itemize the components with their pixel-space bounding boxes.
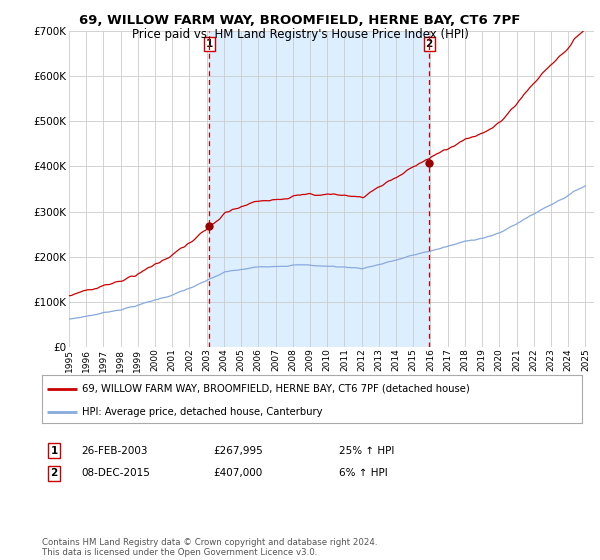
Text: 2: 2 <box>50 468 58 478</box>
Text: Price paid vs. HM Land Registry's House Price Index (HPI): Price paid vs. HM Land Registry's House … <box>131 28 469 41</box>
Text: 1: 1 <box>206 39 213 49</box>
Text: 2: 2 <box>425 39 433 49</box>
Bar <box>209 31 429 347</box>
Text: £407,000: £407,000 <box>213 468 262 478</box>
Text: 69, WILLOW FARM WAY, BROOMFIELD, HERNE BAY, CT6 7PF: 69, WILLOW FARM WAY, BROOMFIELD, HERNE B… <box>79 14 521 27</box>
Text: 25% ↑ HPI: 25% ↑ HPI <box>339 446 394 456</box>
Text: 26-FEB-2003: 26-FEB-2003 <box>81 446 148 456</box>
Text: 08-DEC-2015: 08-DEC-2015 <box>81 468 150 478</box>
Text: Contains HM Land Registry data © Crown copyright and database right 2024.
This d: Contains HM Land Registry data © Crown c… <box>42 538 377 557</box>
Text: 6% ↑ HPI: 6% ↑ HPI <box>339 468 388 478</box>
Text: £267,995: £267,995 <box>213 446 263 456</box>
Text: 1: 1 <box>50 446 58 456</box>
Text: 69, WILLOW FARM WAY, BROOMFIELD, HERNE BAY, CT6 7PF (detached house): 69, WILLOW FARM WAY, BROOMFIELD, HERNE B… <box>83 384 470 394</box>
Text: HPI: Average price, detached house, Canterbury: HPI: Average price, detached house, Cant… <box>83 407 323 417</box>
